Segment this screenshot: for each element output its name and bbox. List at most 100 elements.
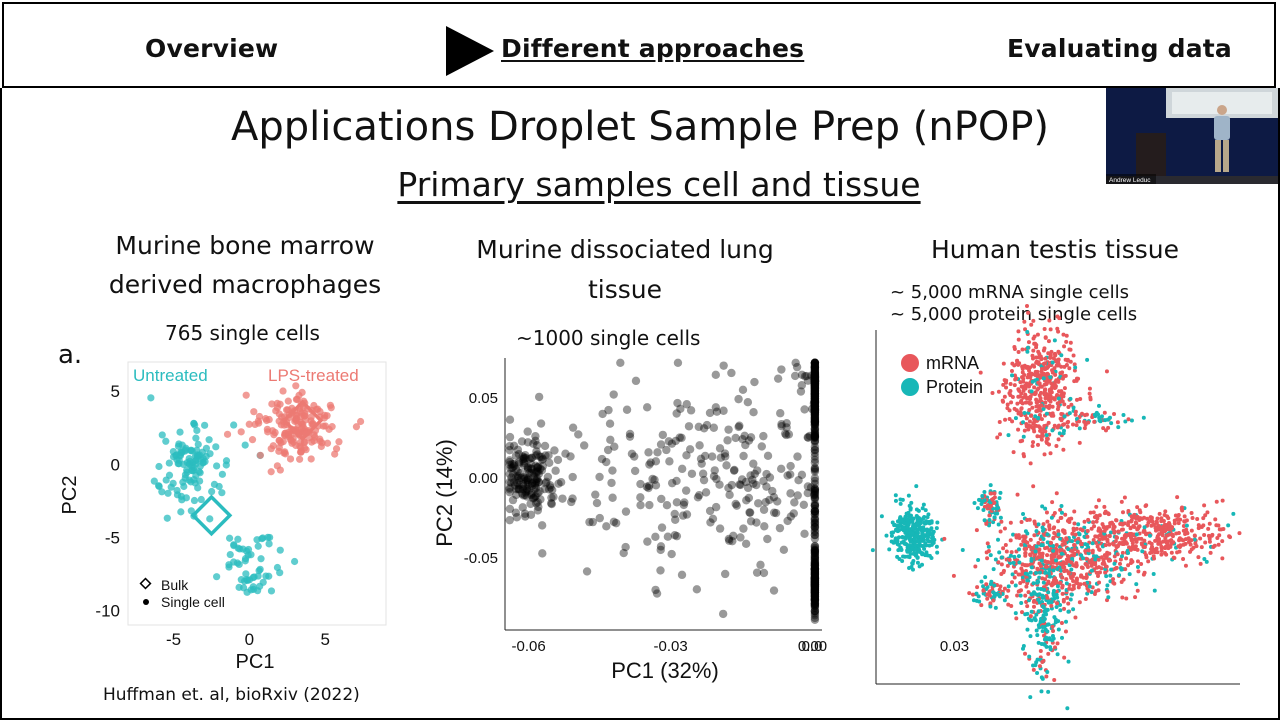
panel1-point bbox=[245, 420, 253, 428]
panel2-point bbox=[810, 401, 820, 410]
panel3-point bbox=[1107, 415, 1112, 420]
panel2-point bbox=[810, 406, 820, 415]
panel3-point bbox=[1060, 542, 1065, 547]
panel2-point bbox=[810, 378, 820, 387]
panel2-point bbox=[514, 457, 524, 467]
panel2-point bbox=[810, 565, 820, 575]
panel2-point bbox=[810, 585, 820, 595]
panel1-legend-bulk: Bulk bbox=[161, 577, 189, 593]
panel1-point bbox=[182, 446, 190, 454]
panel3-point bbox=[1220, 498, 1225, 503]
panel1-point bbox=[218, 489, 226, 497]
panel2-point bbox=[532, 468, 541, 477]
panel3-point bbox=[985, 592, 990, 597]
panel1-point bbox=[245, 576, 254, 584]
panel3-point bbox=[982, 518, 987, 523]
panel2-point bbox=[810, 397, 820, 406]
panel3-point bbox=[1024, 416, 1029, 421]
panel3-point bbox=[1077, 600, 1082, 605]
panel3-point bbox=[1068, 597, 1073, 602]
panel2-point bbox=[810, 375, 820, 384]
panel3-point bbox=[1015, 593, 1020, 598]
panel1-point bbox=[326, 401, 334, 409]
panel2-caption-line1: Murine dissociated lung bbox=[476, 235, 774, 264]
panel1-caption-line2: derived macrophages bbox=[108, 270, 382, 299]
panel3-point bbox=[1031, 348, 1036, 353]
panel1-point bbox=[269, 427, 277, 435]
panel3-point bbox=[1214, 499, 1219, 504]
panel2-point bbox=[810, 408, 820, 417]
panel3-point bbox=[1048, 560, 1053, 565]
panel3-point bbox=[986, 549, 991, 554]
panel3-point bbox=[907, 565, 912, 570]
panel2-point bbox=[513, 478, 522, 488]
panel2-point bbox=[810, 415, 820, 424]
panel2-point bbox=[507, 463, 517, 473]
panel3-point bbox=[1180, 508, 1185, 513]
panel2-point bbox=[810, 584, 820, 594]
panel1-point bbox=[187, 507, 195, 515]
panel2-point bbox=[509, 477, 519, 487]
panel2-point bbox=[810, 424, 820, 433]
panel3-point bbox=[1076, 522, 1081, 527]
panel2-point bbox=[810, 588, 820, 597]
panel3-point bbox=[1226, 523, 1231, 528]
panel2-point bbox=[810, 398, 820, 407]
panel1-point bbox=[244, 545, 253, 554]
panel3-point bbox=[1086, 548, 1091, 553]
panel3-point bbox=[1046, 599, 1051, 604]
panel3-point bbox=[893, 498, 898, 503]
panel2-point bbox=[810, 363, 820, 372]
panel1-y-tick: -5 bbox=[105, 528, 120, 547]
panel2-point bbox=[810, 581, 820, 590]
panel3-point bbox=[1016, 387, 1021, 392]
panel3-point bbox=[1120, 550, 1125, 555]
panel3-point bbox=[1051, 588, 1056, 593]
panel2-point bbox=[810, 561, 820, 571]
panel3-point bbox=[1024, 422, 1029, 427]
panel2-point bbox=[810, 387, 820, 396]
panel3-point bbox=[926, 535, 931, 540]
panel3-point bbox=[1148, 550, 1153, 555]
panel3-point bbox=[1164, 552, 1169, 557]
panel3-point bbox=[1025, 531, 1030, 536]
panel3-point bbox=[1139, 516, 1144, 521]
panel3-point bbox=[1184, 523, 1189, 528]
panel1-point bbox=[185, 454, 193, 463]
panel3-point bbox=[1135, 547, 1140, 552]
panel3-point bbox=[1027, 419, 1032, 424]
panel3-point bbox=[1016, 329, 1021, 334]
panel2-point bbox=[533, 463, 542, 472]
panel3-point bbox=[1182, 514, 1187, 519]
panel3-point bbox=[1107, 551, 1112, 556]
panel2-point bbox=[518, 484, 528, 494]
section-nav-bar: Overview Different approaches Evaluating… bbox=[2, 2, 1276, 88]
panel3-point bbox=[1036, 609, 1041, 614]
panel2-point bbox=[512, 484, 521, 494]
panel2-point bbox=[537, 455, 547, 465]
panel2-point bbox=[810, 595, 820, 604]
panel3-point bbox=[992, 495, 997, 500]
panel3-point bbox=[1203, 540, 1208, 545]
panel3-point bbox=[929, 519, 934, 524]
panel2-point bbox=[810, 376, 820, 385]
panel3-point bbox=[1029, 322, 1034, 327]
panel3-point bbox=[972, 501, 977, 506]
panel3-point bbox=[1090, 548, 1095, 553]
panel3-point bbox=[989, 579, 994, 584]
nav-different-approaches[interactable]: Different approaches bbox=[501, 34, 805, 63]
panel2-point bbox=[810, 389, 820, 398]
panel2-point bbox=[810, 373, 820, 382]
panel3-point bbox=[992, 583, 997, 588]
panel2-point bbox=[810, 421, 820, 430]
panel1-point bbox=[254, 587, 262, 595]
panel3-point bbox=[1076, 376, 1081, 381]
panel3-point bbox=[1028, 371, 1033, 376]
panel3-point bbox=[1052, 338, 1057, 343]
nav-overview[interactable]: Overview bbox=[145, 34, 279, 63]
panel3-point bbox=[1108, 558, 1113, 563]
panel3-point bbox=[1070, 556, 1075, 561]
nav-evaluating-data[interactable]: Evaluating data bbox=[1007, 34, 1232, 63]
panel2-point bbox=[523, 464, 533, 473]
panel3-point bbox=[1012, 344, 1017, 349]
